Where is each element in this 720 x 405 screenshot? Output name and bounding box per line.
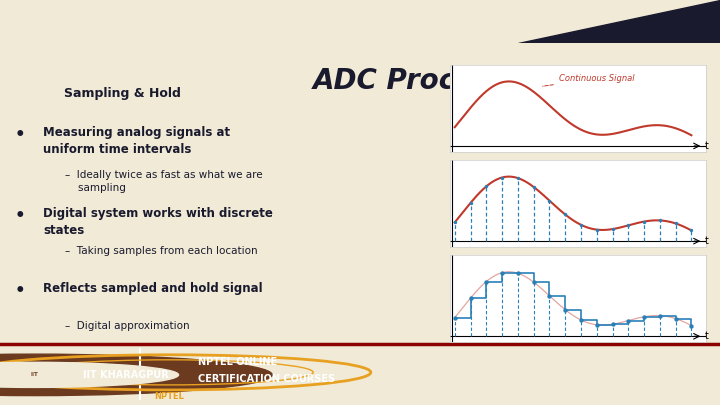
Text: •: • [14, 207, 25, 225]
Text: •: • [14, 282, 25, 300]
Point [591, 226, 603, 233]
Point [544, 292, 555, 299]
Text: –  Taking samples from each location: – Taking samples from each location [65, 246, 258, 256]
Point [639, 313, 650, 320]
Point [575, 222, 587, 228]
Text: NPTEL: NPTEL [154, 392, 184, 401]
Text: IIT: IIT [31, 372, 38, 377]
Text: CERTIFICATION COURSES: CERTIFICATION COURSES [198, 374, 335, 384]
Point [623, 318, 634, 324]
Text: IIT KHARAGPUR: IIT KHARAGPUR [83, 370, 168, 380]
Point [559, 307, 571, 313]
Point [496, 269, 508, 276]
Point [654, 312, 665, 319]
Point [496, 174, 508, 181]
Point [544, 197, 555, 204]
Point [464, 295, 476, 301]
Polygon shape [518, 0, 720, 43]
Point [607, 226, 618, 232]
Point [670, 315, 681, 322]
Text: Sampling & Hold: Sampling & Hold [64, 87, 181, 100]
Point [512, 175, 523, 181]
Point [639, 218, 650, 225]
Point [480, 183, 492, 190]
Point [480, 278, 492, 285]
Text: t: t [705, 236, 708, 246]
Text: t: t [705, 331, 708, 341]
Point [449, 314, 461, 321]
Point [464, 200, 476, 206]
Circle shape [0, 354, 272, 396]
Point [559, 211, 571, 218]
Text: Measuring analog signals at
uniform time intervals: Measuring analog signals at uniform time… [43, 126, 230, 156]
Point [654, 217, 665, 224]
Text: NPTEL ONLINE: NPTEL ONLINE [198, 357, 277, 367]
Point [528, 279, 539, 286]
Text: Digital system works with discrete
states: Digital system works with discrete state… [43, 207, 273, 237]
Point [575, 317, 587, 323]
Text: Continuous Signal: Continuous Signal [543, 74, 634, 86]
Text: t: t [705, 141, 708, 151]
Point [685, 227, 697, 234]
Point [623, 222, 634, 229]
Point [685, 322, 697, 329]
Point [607, 321, 618, 328]
Circle shape [0, 362, 179, 388]
Point [512, 270, 523, 277]
Text: •: • [14, 126, 25, 145]
Point [670, 220, 681, 227]
Point [449, 219, 461, 226]
Text: Reflects sampled and hold signal: Reflects sampled and hold signal [43, 282, 263, 295]
Point [528, 184, 539, 190]
Text: –  Digital approximation: – Digital approximation [65, 321, 189, 331]
Point [591, 322, 603, 328]
Text: ADC Process: ADC Process [312, 66, 508, 94]
Text: –  Ideally twice as fast as what we are
    sampling: – Ideally twice as fast as what we are s… [65, 170, 262, 193]
